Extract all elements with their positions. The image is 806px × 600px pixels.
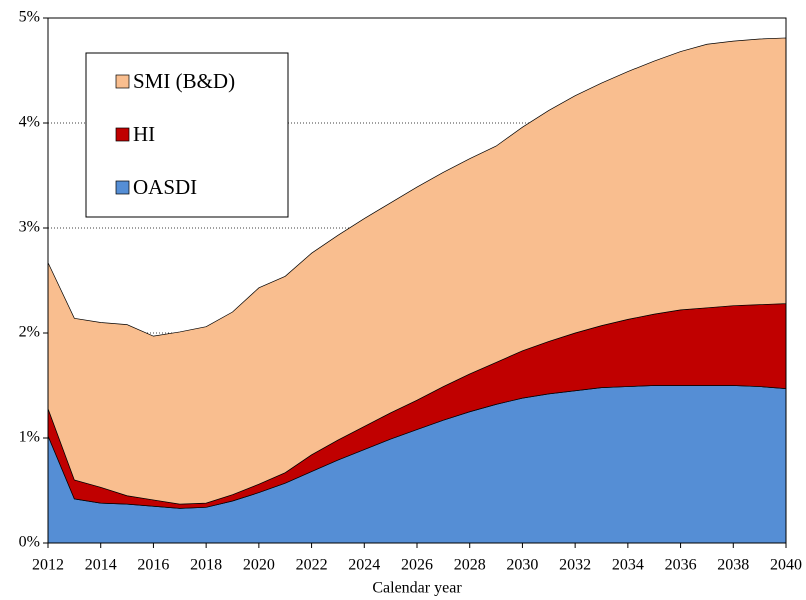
x-tick-label: 2032 [559,557,591,574]
x-tick-label: 2030 [506,557,538,574]
x-tick-label: 2024 [348,557,380,574]
x-axis-label: Calendar year [372,580,462,597]
x-tick-label: 2034 [612,557,644,574]
x-tick-label: 2026 [401,557,433,574]
legend-label: SMI (B&D) [133,69,235,93]
x-tick-label: 2012 [32,557,64,574]
y-tick-label: 1% [19,429,40,446]
y-tick-label: 3% [19,219,40,236]
x-tick-label: 2040 [770,557,802,574]
x-tick-label: 2020 [243,557,275,574]
y-tick-label: 5% [19,9,40,26]
legend-label: OASDI [133,175,197,199]
y-tick-label: 2% [19,324,40,341]
y-tick-label: 4% [19,114,40,131]
legend-swatch [115,127,130,142]
x-tick-label: 2014 [85,557,117,574]
legend-label: HI [133,122,155,146]
x-tick-label: 2028 [454,557,486,574]
legend-swatch [115,180,130,195]
x-tick-label: 2018 [190,557,222,574]
x-tick-label: 2016 [137,557,169,574]
x-tick-label: 2022 [296,557,328,574]
x-tick-label: 2036 [665,557,697,574]
y-tick-label: 0% [19,534,40,551]
legend-swatch [115,74,130,89]
x-tick-label: 2038 [717,557,749,574]
